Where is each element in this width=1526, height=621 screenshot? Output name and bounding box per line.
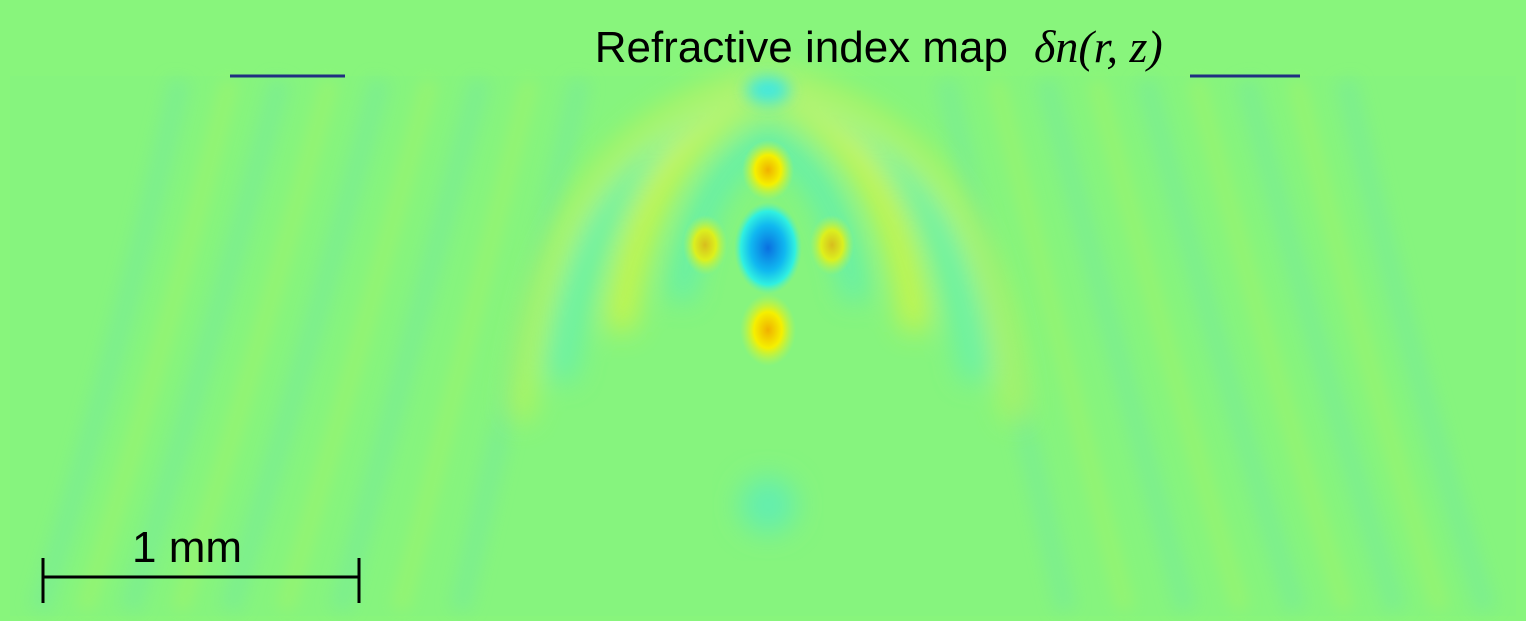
title-math: δn(r, z): [1034, 21, 1163, 72]
title: Refractive index map: [595, 23, 1008, 72]
scale-bar-label: 1 mm: [132, 523, 242, 572]
field-map: [10, 64, 1516, 616]
scale-bar: [41, 558, 361, 603]
